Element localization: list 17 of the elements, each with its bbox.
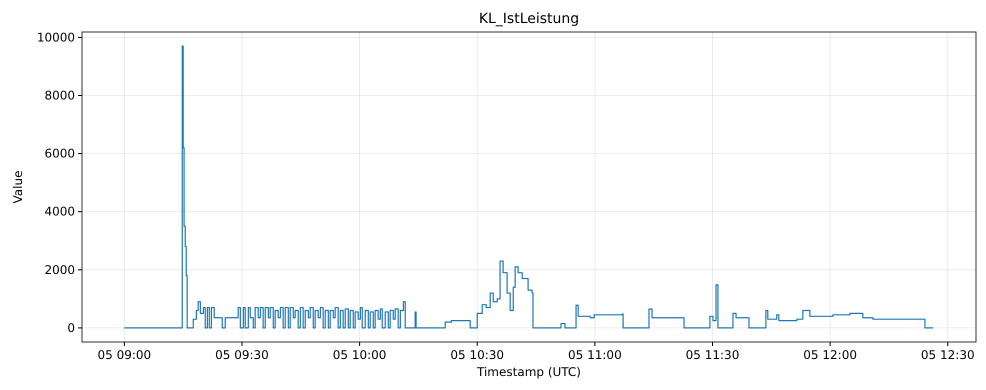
y-tick-label: 0	[67, 320, 75, 335]
x-tick-label: 05 11:00	[568, 348, 622, 362]
y-tick-label: 8000	[44, 88, 75, 102]
x-tick-label: 05 09:30	[215, 348, 269, 362]
x-tick-label: 05 11:30	[686, 348, 740, 362]
y-axis-title: Value	[11, 170, 25, 204]
x-tick-label: 05 12:00	[803, 348, 857, 362]
y-tick-label: 6000	[44, 146, 75, 161]
x-axis-title: Timestamp (UTC)	[476, 365, 581, 379]
x-tick-label: 05 10:00	[332, 348, 386, 362]
chart-title: KL_IstLeistung	[478, 11, 580, 27]
y-tick-label: 4000	[44, 204, 75, 219]
y-tick-label: 2000	[44, 262, 75, 277]
x-tick-label: 05 10:30	[450, 348, 504, 362]
y-tick-label: 10000	[36, 30, 75, 44]
x-tick-label: 05 09:00	[98, 348, 152, 362]
x-tick-label: 05 12:30	[920, 348, 975, 362]
